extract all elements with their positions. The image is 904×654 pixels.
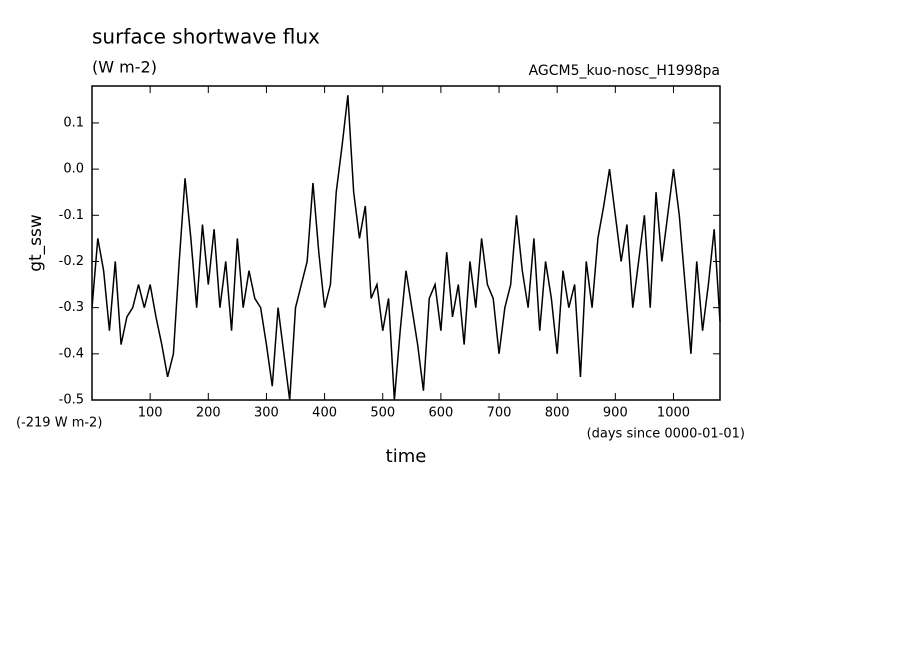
- x-tick-label: 600: [428, 406, 453, 421]
- x-tick-label: 200: [196, 406, 221, 421]
- x-tick-label: 1000: [657, 406, 690, 421]
- annotation: AGCM5_kuo-nosc_H1998pa: [529, 63, 720, 79]
- y-tick-label: -0.2: [59, 254, 84, 269]
- data-line: [91, 95, 721, 401]
- chart-subtitle: (W m-2): [92, 58, 157, 77]
- x-tick-label: 900: [603, 406, 628, 421]
- x-units: (days since 0000-01-01): [587, 427, 745, 442]
- y-tick-label: 0.1: [63, 115, 84, 130]
- y-tick-label: -0.5: [59, 393, 84, 408]
- x-tick-label: 400: [312, 406, 337, 421]
- x-axis-label: time: [386, 446, 427, 467]
- y-axis-label: gt_ssw: [26, 214, 46, 272]
- y-tick-label: -0.1: [59, 208, 84, 223]
- x-tick-label: 500: [370, 406, 395, 421]
- x-tick-label: 700: [487, 406, 512, 421]
- x-tick-label: 100: [138, 406, 163, 421]
- chart-title: surface shortwave flux: [92, 25, 320, 49]
- y-tick-label: -0.4: [59, 346, 84, 361]
- offset-note: (-219 W m-2): [16, 416, 102, 431]
- x-tick-label: 300: [254, 406, 279, 421]
- x-tick-label: 800: [545, 406, 570, 421]
- y-tick-label: -0.3: [59, 300, 84, 315]
- y-tick-label: 0.0: [63, 162, 84, 177]
- plot-frame: [91, 85, 721, 401]
